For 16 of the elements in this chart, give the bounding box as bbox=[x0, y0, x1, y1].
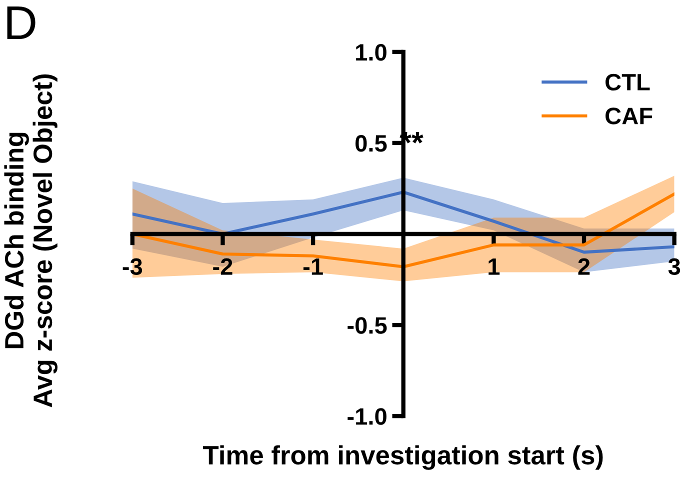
x-tick-label: 1 bbox=[488, 258, 500, 275]
y-tick-label: 0.5 bbox=[356, 135, 387, 152]
legend-label: CAF bbox=[606, 108, 652, 124]
x-tick-label: 2 bbox=[578, 258, 590, 275]
y-tick-label: 1.0 bbox=[356, 44, 386, 61]
text: D bbox=[7, 6, 36, 40]
line-series bbox=[132, 190, 674, 254]
y-axis-title: DGd ACh binding Avg z-score (Novel Object) bbox=[4, 74, 58, 408]
x-tick-label: 3 bbox=[668, 258, 680, 275]
x-axis-title: Time from investigation start (s) bbox=[203, 445, 603, 470]
x-tick-label: -3 bbox=[122, 258, 142, 275]
y-tick-label: -1.0 bbox=[348, 408, 386, 425]
x-tick-label: -2 bbox=[213, 258, 232, 275]
x-tick-label: -1 bbox=[303, 258, 323, 275]
legend-label: CTL bbox=[606, 74, 650, 91]
y-tick-label: -0.5 bbox=[348, 317, 387, 334]
